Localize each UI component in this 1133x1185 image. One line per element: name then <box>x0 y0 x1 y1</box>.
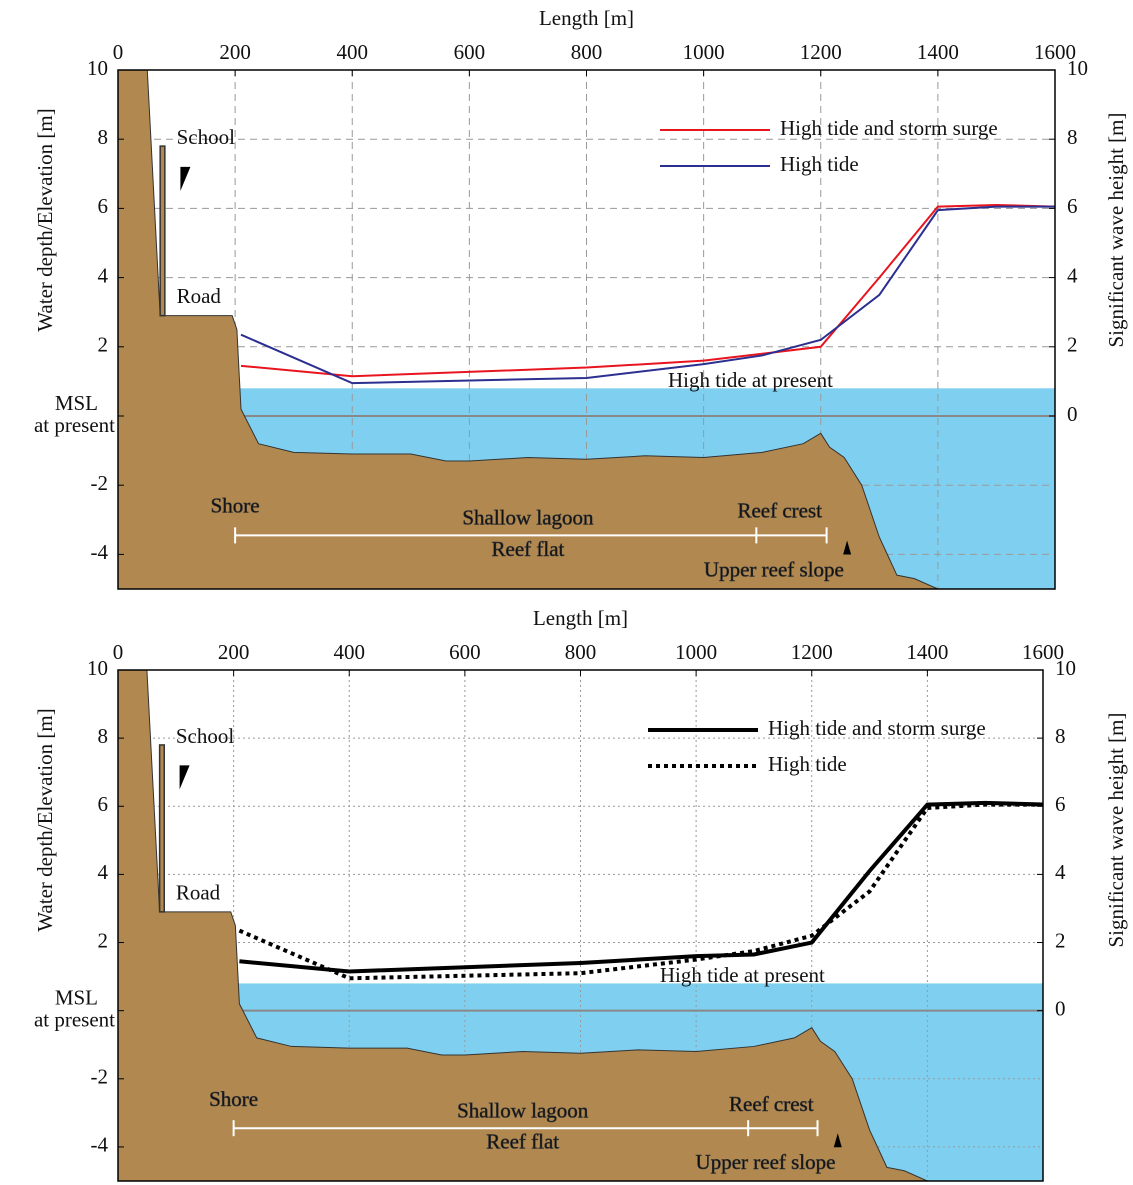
annotation: Upper reef slope <box>704 558 844 582</box>
legend-label: High tide and storm surge <box>780 116 998 140</box>
y-tick-label-line: at present <box>34 1007 115 1031</box>
y-tick-label: 6 <box>98 194 109 218</box>
x-tick-label: 1200 <box>791 640 833 664</box>
x-tick-label: 600 <box>449 640 481 664</box>
annotation: School <box>177 125 236 149</box>
x-tick-label: 1000 <box>683 40 725 64</box>
chart: 0 200 400 600 800 1000 1200 1400 1600 -4 -2 MSL at p… <box>33 606 1128 1182</box>
y-tick-label-line: at present <box>34 413 115 437</box>
annotation: Shore <box>209 1087 258 1111</box>
terrain <box>118 670 928 1181</box>
x-tick-label: 0 <box>113 40 124 64</box>
annotation: Reef crest <box>729 1092 814 1116</box>
y-tick-label: MSL at present <box>34 391 115 437</box>
arrow <box>843 540 852 555</box>
y-tick-label: 8 <box>98 724 109 748</box>
y-tick-label: 2 <box>98 928 109 952</box>
chart: 0 200 400 600 800 1000 1200 1400 1600 -4 -2 MSL at p… <box>33 6 1128 590</box>
annotation: Road <box>177 284 222 308</box>
y-tick-label: 4 <box>98 860 109 884</box>
x-tick-label: 1200 <box>800 40 842 64</box>
y2-tick-label: 6 <box>1067 194 1078 218</box>
y2-tick-label: 4 <box>1067 263 1078 287</box>
annotation: Road <box>176 881 221 905</box>
x-tick-label: 200 <box>219 40 251 64</box>
series-line <box>240 203 1055 378</box>
y2-tick-label: 0 <box>1055 996 1066 1020</box>
y-tick-label: 2 <box>98 333 109 357</box>
y-tick-label: MSL at present <box>34 985 115 1031</box>
annotation: School <box>176 724 235 748</box>
y-tick-label: -4 <box>91 1133 109 1157</box>
annotation: Reef flat <box>486 1129 559 1153</box>
y2-tick-label: 0 <box>1067 402 1078 426</box>
series-line <box>238 802 1043 981</box>
y-tick-label-line: MSL <box>55 985 98 1009</box>
y2-axis-title: Significant wave height [m] <box>1104 712 1128 947</box>
plot <box>118 670 1043 1181</box>
annotation: Reef flat <box>492 537 565 561</box>
y-tick-label: -4 <box>91 540 109 564</box>
y-tick-label: 8 <box>98 125 109 149</box>
y-tick-label: 10 <box>87 656 108 680</box>
y-tick-label-line: MSL <box>55 391 98 415</box>
y-axis-title: Water depth/Elevation [m] <box>33 708 57 931</box>
y2-tick-label: 8 <box>1055 724 1066 748</box>
y2-tick-label: 4 <box>1055 860 1066 884</box>
x-tick-label: 200 <box>218 640 250 664</box>
x-tick-label: 0 <box>113 640 124 664</box>
y2-tick-label: 10 <box>1067 56 1088 80</box>
arrow <box>180 166 191 191</box>
legend-label: High tide <box>780 152 859 176</box>
x-axis-title: Length [m] <box>539 6 634 30</box>
water-label: High tide at present <box>660 963 825 987</box>
y-tick-label: 4 <box>98 263 109 287</box>
y-tick-label: 6 <box>98 792 109 816</box>
x-tick-label: 1400 <box>917 40 959 64</box>
legend-label: High tide and storm surge <box>768 716 986 740</box>
x-tick-label: 400 <box>337 40 369 64</box>
x-tick-label: 1600 <box>1034 40 1076 64</box>
arrow <box>833 1133 842 1148</box>
annotation: Reef crest <box>737 499 822 523</box>
y-axis-title: Water depth/Elevation [m] <box>33 108 57 331</box>
x-axis-title: Length [m] <box>533 606 628 630</box>
y2-tick-label: 6 <box>1055 792 1066 816</box>
school-building <box>158 744 165 913</box>
x-tick-label: 1600 <box>1022 640 1064 664</box>
x-tick-label: 1400 <box>906 640 948 664</box>
y2-tick-label: 10 <box>1055 656 1076 680</box>
y2-tick-label: 8 <box>1067 125 1078 149</box>
plot <box>118 70 1055 589</box>
annotation: Shallow lagoon <box>457 1099 589 1123</box>
y2-axis-title: Significant wave height [m] <box>1104 112 1128 347</box>
y2-tick-label: 2 <box>1067 333 1078 357</box>
x-tick-label: 400 <box>334 640 366 664</box>
water-label: High tide at present <box>668 368 833 392</box>
x-tick-label: 600 <box>454 40 486 64</box>
y-tick-label: 10 <box>87 56 108 80</box>
arrow <box>179 765 190 790</box>
series-line <box>240 205 1055 385</box>
annotation: Shore <box>211 494 260 518</box>
x-tick-label: 800 <box>565 640 597 664</box>
terrain <box>118 70 939 589</box>
y2-tick-label: 2 <box>1055 928 1066 952</box>
x-tick-label: 1000 <box>675 640 717 664</box>
school-building <box>159 145 166 317</box>
legend-label: High tide <box>768 752 847 776</box>
x-tick-label: 800 <box>571 40 603 64</box>
annotation: Shallow lagoon <box>462 506 594 530</box>
series-line <box>239 800 1043 974</box>
annotation: Upper reef slope <box>696 1150 836 1174</box>
y-tick-label: -2 <box>91 471 109 495</box>
y-tick-label: -2 <box>91 1065 109 1089</box>
